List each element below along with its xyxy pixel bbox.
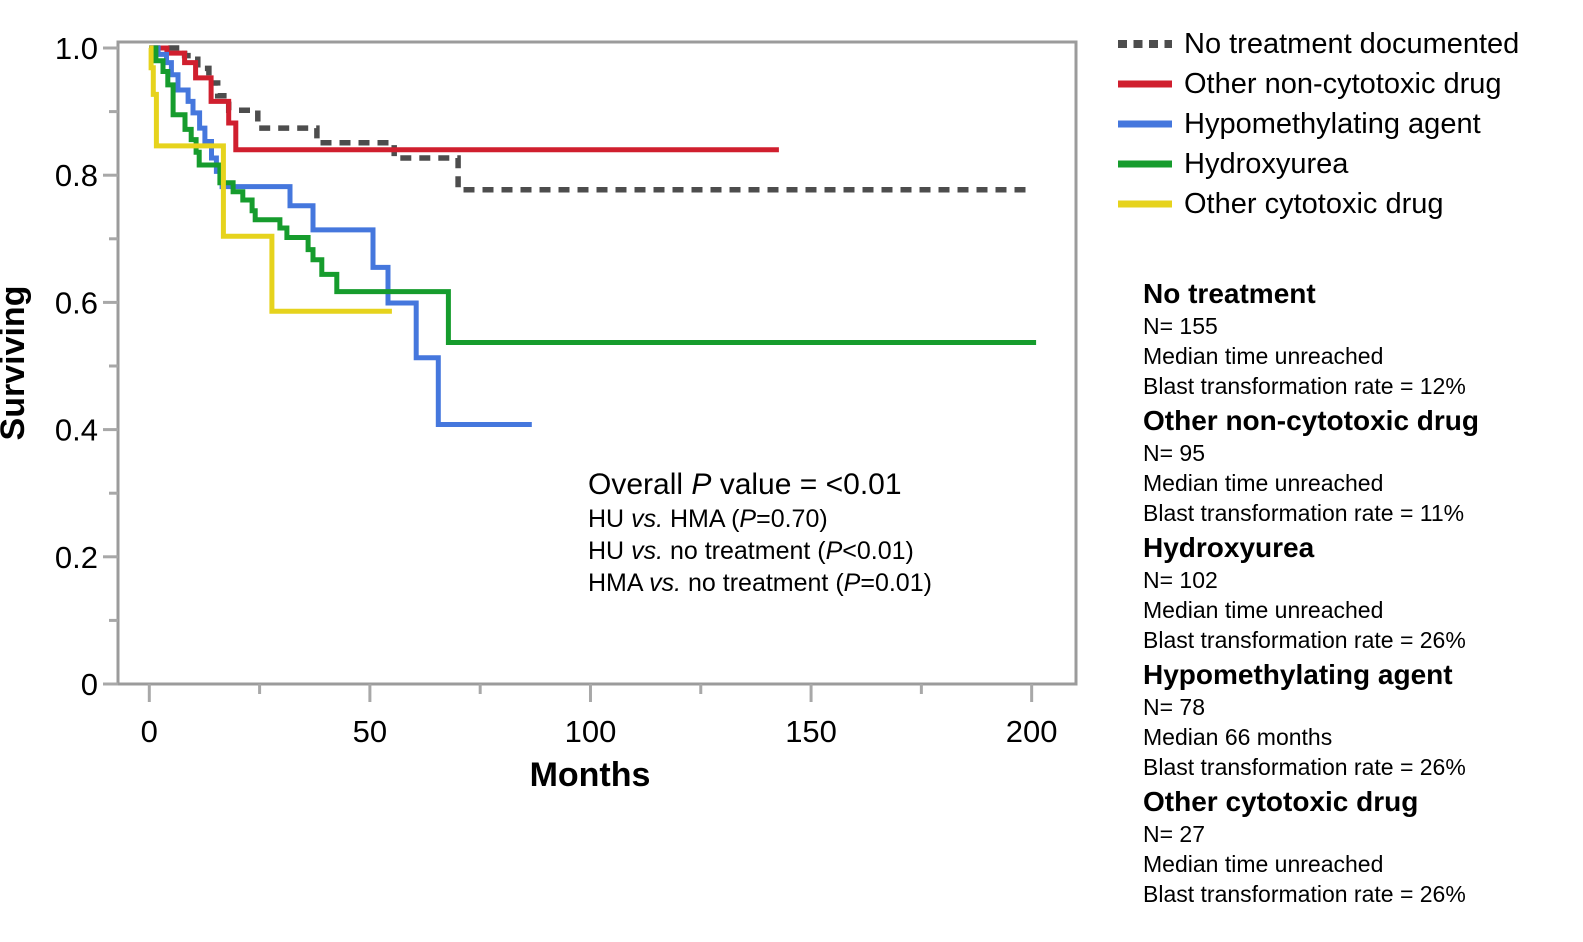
legend-item-no-treatment-documented: No treatment documented bbox=[1116, 24, 1519, 64]
stats-line: Median time unreached bbox=[1143, 851, 1384, 877]
km-survival-chart: 0 50 100 150 200 0 0.2 0.4 0.6 0.8 1.0 Overall P v… bbox=[0, 31, 1078, 794]
axis-ticks bbox=[103, 46, 1034, 702]
stats-line: N= 155 bbox=[1143, 313, 1218, 339]
stats-group-hydroxyurea: Hydroxyurea N= 102 Median time unreached Bl… bbox=[1143, 530, 1479, 655]
stats-group-title: Hydroxyurea bbox=[1143, 532, 1315, 563]
chart-legend: No treatment documented Other non-cytotox… bbox=[1116, 24, 1519, 224]
annotation-pairwise-pvalue: HMA vs. no treatment (P=0.01) bbox=[588, 569, 932, 597]
stats-group-title: Other non-cytotoxic drug bbox=[1143, 405, 1479, 436]
stats-line: Median time unreached bbox=[1143, 597, 1384, 623]
curve-hypomethylating-agent bbox=[149, 45, 532, 427]
x-tick-label: 100 bbox=[565, 714, 617, 749]
x-tick-label: 150 bbox=[785, 714, 837, 749]
pvalue-annotation: Overall P value = <0.01 HU vs. HMA (P=0.7… bbox=[588, 468, 932, 597]
legend-line-swatch-icon bbox=[1118, 80, 1172, 88]
survival-curves bbox=[148, 45, 1037, 427]
annotation-pairwise-pvalue: HU vs. no treatment (P<0.01) bbox=[588, 537, 914, 565]
annotation-pairwise-pvalue: HU vs. HMA (P=0.70) bbox=[588, 505, 828, 533]
stats-line: N= 27 bbox=[1143, 821, 1206, 847]
y-tick-label: 0.6 bbox=[55, 285, 98, 320]
curve-other-non-cytotoxic-drug bbox=[149, 45, 779, 153]
legend-label: Other cytotoxic drug bbox=[1184, 188, 1444, 220]
stats-group-title: No treatment bbox=[1143, 278, 1316, 309]
x-tick-label: 200 bbox=[1006, 714, 1058, 749]
stats-line: Median time unreached bbox=[1143, 470, 1384, 496]
axis-tick-labels: 0 50 100 150 200 0 0.2 0.4 0.6 0.8 1.0 bbox=[55, 31, 1058, 749]
legend-item-hypomethylating-agent: Hypomethylating agent bbox=[1116, 104, 1519, 144]
curve-other-cytotoxic-drug bbox=[148, 45, 392, 314]
stats-line: N= 102 bbox=[1143, 567, 1218, 593]
y-tick-label: 0.8 bbox=[55, 158, 98, 193]
stats-group-hypomethylating-agent: Hypomethylating agent N= 78 Median 66 mont… bbox=[1143, 657, 1479, 782]
stats-line: Blast transformation rate = 11% bbox=[1143, 500, 1465, 526]
stats-line: Blast transformation rate = 26% bbox=[1143, 881, 1466, 907]
y-tick-label: 0 bbox=[81, 667, 98, 702]
stats-group-title: Hypomethylating agent bbox=[1143, 659, 1453, 690]
stats-line: Blast transformation rate = 26% bbox=[1143, 754, 1466, 780]
legend-line-swatch-icon bbox=[1118, 120, 1172, 128]
curve-no-treatment-documented bbox=[149, 45, 1030, 193]
stats-line: Median 66 months bbox=[1143, 724, 1333, 750]
x-tick-label: 0 bbox=[141, 714, 158, 749]
legend-item-other-non-cytotoxic-drug: Other non-cytotoxic drug bbox=[1116, 64, 1519, 104]
stats-group-other-cytotoxic-drug: Other cytotoxic drug N= 27 Median time unr… bbox=[1143, 784, 1479, 909]
y-tick-label: 1.0 bbox=[55, 31, 98, 66]
legend-line-swatch-icon bbox=[1118, 200, 1172, 208]
x-tick-label: 50 bbox=[353, 714, 387, 749]
stats-line: N= 95 bbox=[1143, 440, 1206, 466]
legend-label: Hydroxyurea bbox=[1184, 148, 1349, 180]
legend-line-swatch-icon bbox=[1118, 160, 1172, 168]
curve-hydroxyurea bbox=[149, 45, 1037, 345]
stats-line: Blast transformation rate = 12% bbox=[1143, 373, 1466, 399]
legend-label: Other non-cytotoxic drug bbox=[1184, 68, 1502, 100]
y-axis-label: Surviving bbox=[0, 286, 32, 441]
stats-line: Median time unreached bbox=[1143, 343, 1384, 369]
legend-label: Hypomethylating agent bbox=[1184, 108, 1481, 140]
group-statistics-panel: No treatment N= 155 Median time unreached B… bbox=[1143, 276, 1479, 911]
y-tick-label: 0.2 bbox=[55, 540, 98, 575]
stats-group-other-non-cytotoxic-drug: Other non-cytotoxic drug N= 95 Median time… bbox=[1143, 403, 1479, 528]
legend-item-other-cytotoxic-drug: Other cytotoxic drug bbox=[1116, 184, 1519, 224]
legend-label: No treatment documented bbox=[1184, 28, 1520, 60]
stats-group-title: Other cytotoxic drug bbox=[1143, 786, 1419, 817]
legend-item-hydroxyurea: Hydroxyurea bbox=[1116, 144, 1519, 184]
legend-line-swatch-icon bbox=[1118, 40, 1172, 48]
plot-frame bbox=[116, 40, 1078, 686]
km-chart-area: 0 50 100 150 200 0 0.2 0.4 0.6 0.8 1.0 Overall P v… bbox=[0, 31, 1078, 794]
y-tick-label: 0.4 bbox=[55, 413, 98, 448]
stats-group-no-treatment: No treatment N= 155 Median time unreached B… bbox=[1143, 276, 1479, 401]
annotation-overall-pvalue: Overall P value = <0.01 bbox=[588, 468, 902, 501]
stats-line: Blast transformation rate = 26% bbox=[1143, 627, 1466, 653]
x-axis-label: Months bbox=[530, 756, 651, 794]
stats-line: N= 78 bbox=[1143, 694, 1206, 720]
